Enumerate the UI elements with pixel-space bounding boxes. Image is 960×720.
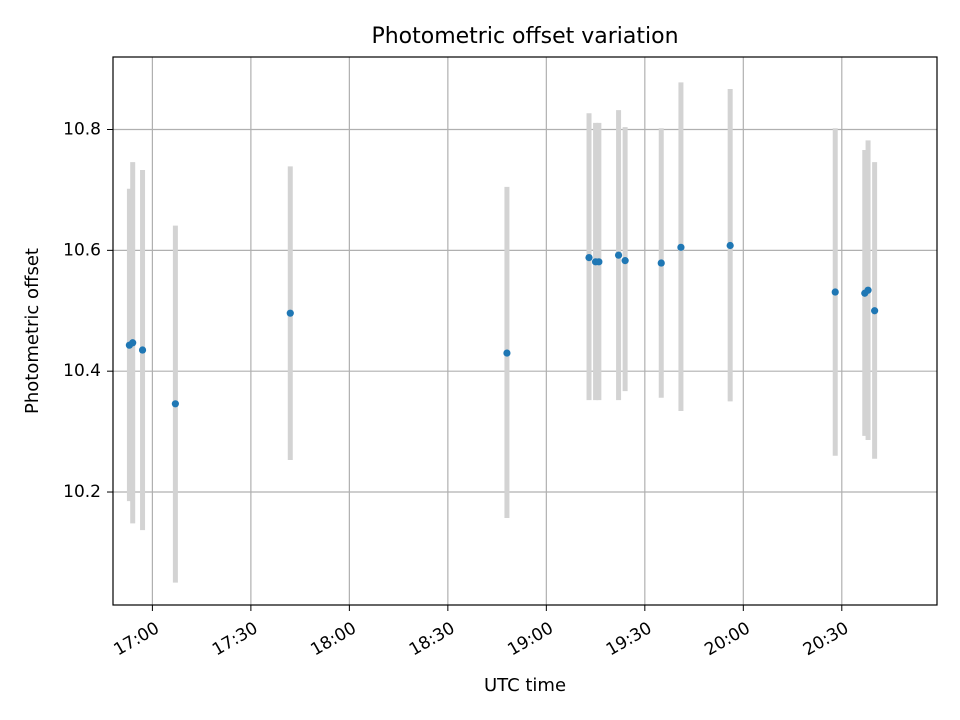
data-point xyxy=(871,307,879,315)
data-points xyxy=(125,241,879,408)
data-point xyxy=(595,258,603,266)
data-point xyxy=(831,288,839,296)
y-axis-label: Photometric offset xyxy=(22,248,43,414)
data-point xyxy=(503,349,511,357)
data-point xyxy=(614,251,623,259)
y-tick-label: 10.4 xyxy=(63,361,101,381)
y-axis-ticks: 10.2 10.4 10.6 10.8 xyxy=(63,120,113,502)
y-tick-label: 10.6 xyxy=(63,240,101,260)
data-point xyxy=(864,286,872,294)
data-point xyxy=(621,257,629,265)
data-point xyxy=(286,309,294,317)
data-point xyxy=(129,339,137,347)
data-point xyxy=(171,400,179,408)
data-point xyxy=(657,259,665,267)
plot-frame xyxy=(112,56,938,606)
data-point xyxy=(726,241,734,250)
chart-title: Photometric offset variation xyxy=(371,24,678,49)
grid xyxy=(113,57,937,605)
data-point xyxy=(677,243,685,251)
y-tick-label: 10.2 xyxy=(63,482,101,502)
data-point xyxy=(585,253,593,262)
data-point xyxy=(138,346,147,354)
y-tick-label: 10.8 xyxy=(63,120,101,140)
x-axis-label: UTC time xyxy=(484,675,566,696)
